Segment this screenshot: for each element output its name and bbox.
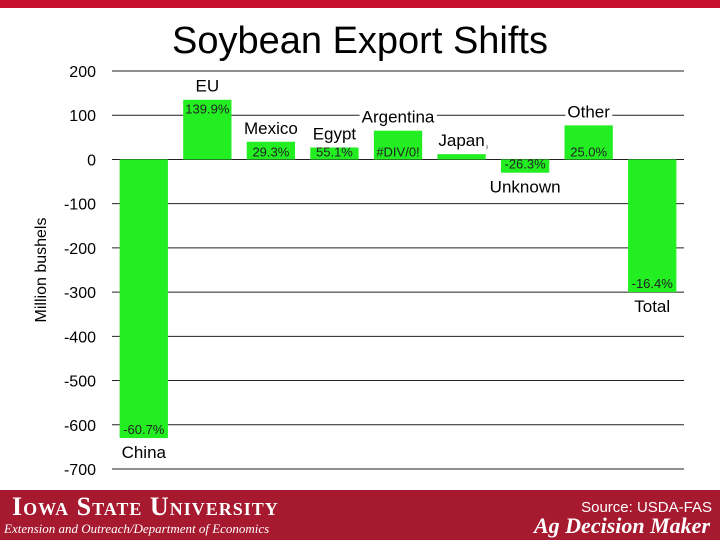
bar-mexico bbox=[246, 141, 296, 160]
bar-data-label: #DIV/0! bbox=[376, 144, 419, 159]
bar-total bbox=[628, 159, 677, 293]
bar-data-label: 139.9% bbox=[185, 102, 230, 117]
footer-bar bbox=[0, 490, 720, 540]
brand-text: Ag Decision Maker bbox=[534, 513, 710, 538]
category-label-bg bbox=[359, 107, 437, 127]
waterfall-chart: 200 100 0 -100 -200 -300 -400 -500 -600 -700 Milli… bbox=[33, 64, 684, 479]
chart-title: Soybean Export Shifts bbox=[172, 20, 548, 62]
y-tick-label: -400 bbox=[64, 329, 96, 346]
source-text: Source: USDA-FAS bbox=[581, 499, 712, 516]
top-stripe bbox=[0, 0, 720, 8]
category-label-bg bbox=[565, 102, 613, 122]
bar-data-label: 25.0% bbox=[570, 144, 607, 159]
category-label: Egypt bbox=[313, 125, 357, 144]
bar-unknown bbox=[500, 159, 550, 173]
y-tick-label: 100 bbox=[69, 108, 96, 125]
y-tick-label: -300 bbox=[64, 285, 96, 302]
bar-data-label: -60.7% bbox=[123, 422, 165, 437]
category-label-bg bbox=[436, 131, 487, 151]
category-label: Japan bbox=[438, 131, 484, 150]
category-label: Argentina bbox=[362, 108, 435, 127]
category-label-bg bbox=[632, 297, 673, 317]
category-label-bg bbox=[119, 443, 169, 463]
category-label: Unknown bbox=[490, 178, 561, 197]
bar-data-label: 29.3% bbox=[252, 144, 289, 159]
bar-data-label: -16.4% bbox=[632, 276, 674, 291]
category-label-bg bbox=[241, 118, 300, 138]
y-tick-label: -200 bbox=[64, 241, 96, 258]
category-label: China bbox=[122, 443, 167, 462]
bar-data-label: 55.1% bbox=[316, 144, 353, 159]
category-label: Other bbox=[567, 102, 610, 121]
bar-japan bbox=[437, 154, 486, 160]
category-label: EU bbox=[196, 77, 220, 96]
department-text: Extension and Outreach/Department of Eco… bbox=[4, 521, 270, 536]
y-tick-label: -700 bbox=[64, 462, 96, 479]
category-label-bg bbox=[487, 177, 563, 197]
y-tick-label: -500 bbox=[64, 374, 96, 391]
category-label: Total bbox=[634, 297, 670, 316]
bar-other bbox=[564, 125, 613, 160]
y-tick-label: 0 bbox=[87, 152, 96, 169]
y-axis-label: Million bushels bbox=[33, 218, 50, 323]
y-tick-label: -600 bbox=[64, 418, 96, 435]
university-logo-text: Iowa State University bbox=[12, 492, 279, 521]
category-label-bg bbox=[193, 76, 222, 96]
y-tick-label: 200 bbox=[69, 64, 96, 81]
bar-argentina bbox=[373, 130, 423, 160]
bar-china bbox=[119, 159, 168, 439]
bar-eu bbox=[183, 99, 232, 160]
bar-egypt bbox=[310, 147, 359, 160]
bar-data-label: -26.3% bbox=[505, 157, 547, 172]
category-label: Mexico bbox=[244, 119, 298, 138]
y-tick-label: -100 bbox=[64, 197, 96, 214]
category-label-bg bbox=[310, 124, 359, 144]
